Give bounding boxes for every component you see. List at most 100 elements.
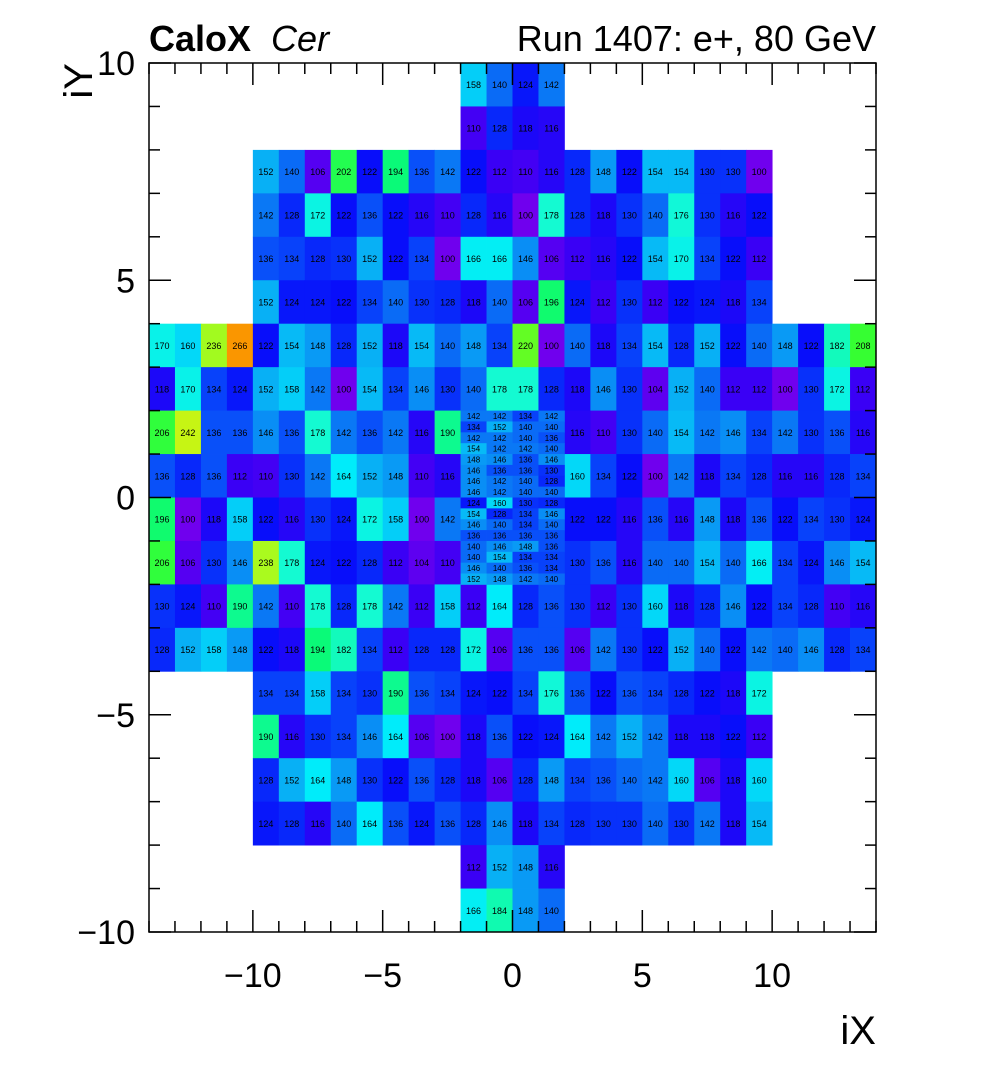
heatmap-cell <box>538 432 565 444</box>
cell-value-label: 196 <box>154 515 169 525</box>
heatmap-cell <box>149 540 176 585</box>
heatmap-cell <box>408 584 435 629</box>
heatmap-cell <box>252 801 280 846</box>
heatmap-cell <box>720 367 747 411</box>
cell-value-label: 142 <box>519 445 533 454</box>
heatmap-cell <box>642 758 669 803</box>
heatmap-cell <box>538 540 565 553</box>
cell-value-label: 130 <box>519 499 533 508</box>
heatmap-cell <box>538 845 565 889</box>
heatmap-cell <box>798 497 825 542</box>
heatmap-cell <box>616 193 643 238</box>
cell-value-label: 160 <box>180 341 195 351</box>
cell-value-label: 100 <box>440 254 455 264</box>
heatmap-cell <box>590 627 617 672</box>
cell-value-label: 128 <box>362 558 377 568</box>
cell-value-label: 116 <box>544 167 558 177</box>
cell-value-label: 146 <box>804 645 819 655</box>
heatmap-cell <box>564 584 591 629</box>
cell-value-label: 118 <box>596 341 610 351</box>
heatmap-cell <box>486 149 513 194</box>
heatmap-cell <box>382 410 410 455</box>
heatmap-cell <box>512 63 539 107</box>
heatmap-cell <box>408 367 435 411</box>
heatmap-cell <box>330 280 358 325</box>
cell-value-label: 146 <box>493 455 507 464</box>
cell-value-label: 146 <box>830 558 845 568</box>
cell-value-label: 118 <box>570 384 584 394</box>
heatmap-cell <box>486 540 513 553</box>
cell-value-label: 124 <box>180 602 195 612</box>
heatmap-cell <box>694 236 721 281</box>
cell-value-label: 122 <box>466 167 481 177</box>
cell-value-label: 140 <box>519 434 533 443</box>
cell-value-label: 140 <box>545 445 559 454</box>
heatmap-cell <box>694 410 721 455</box>
heatmap-cell <box>278 454 306 498</box>
cell-value-label: 134 <box>440 689 455 699</box>
cell-value-label: 134 <box>545 564 559 573</box>
cell-value-label: 130 <box>622 428 637 438</box>
heatmap-cell <box>460 486 487 498</box>
heatmap-cell <box>486 497 513 509</box>
heatmap-cell <box>564 758 591 803</box>
cell-value-label: 140 <box>648 558 663 568</box>
cell-value-label: 128 <box>674 689 689 699</box>
heatmap-cell <box>512 367 539 411</box>
cell-value-label: 128 <box>440 297 455 307</box>
heatmap-cell <box>486 573 513 585</box>
cell-value-label: 140 <box>674 558 689 568</box>
cell-value-label: 112 <box>466 862 480 872</box>
y-tick-label: −5 <box>96 697 135 735</box>
heatmap-cell <box>538 562 565 574</box>
heatmap-cell <box>616 540 643 585</box>
cell-value-label: 124 <box>232 384 247 394</box>
heatmap-cell <box>720 758 747 803</box>
heatmap-cell <box>330 627 358 672</box>
cell-value-label: 152 <box>674 384 689 394</box>
heatmap-cell <box>252 367 280 411</box>
heatmap-cell <box>538 584 565 629</box>
cell-value-label: 134 <box>492 341 507 351</box>
heatmap-cell <box>564 540 591 585</box>
cell-value-label: 130 <box>414 297 429 307</box>
cell-value-label: 148 <box>493 575 507 584</box>
cell-value-label: 146 <box>596 384 611 394</box>
cell-value-label: 122 <box>752 602 767 612</box>
cell-value-label: 266 <box>232 341 247 351</box>
cell-value-label: 148 <box>467 455 481 464</box>
cell-value-label: 148 <box>700 515 715 525</box>
cell-value-label: 140 <box>519 488 533 497</box>
cell-value-label: 146 <box>467 521 481 530</box>
heatmap-cell <box>746 323 773 368</box>
heatmap-cell <box>746 714 773 759</box>
heatmap-cell <box>694 193 721 238</box>
heatmap-cell <box>616 454 643 498</box>
heatmap-cell <box>382 671 410 716</box>
cell-value-label: 164 <box>492 602 507 612</box>
heatmap-cell <box>564 714 591 759</box>
heatmap-cell <box>330 714 358 759</box>
cell-value-label: 134 <box>752 428 767 438</box>
title-right: Run 1407: e+, 80 GeV <box>517 18 876 59</box>
heatmap-cell <box>720 323 747 368</box>
heatmap-cell <box>200 410 228 455</box>
heatmap-cell <box>278 584 306 629</box>
cell-value-label: 134 <box>362 645 377 655</box>
heatmap-cell <box>304 801 332 846</box>
cell-value-label: 122 <box>726 341 741 351</box>
x-tick-label: 5 <box>633 957 652 995</box>
heatmap-cell <box>304 497 332 542</box>
cell-value-label: 178 <box>362 602 377 612</box>
heatmap-cell <box>460 551 487 564</box>
heatmap-cell <box>200 584 228 629</box>
cell-value-label: 136 <box>545 542 559 551</box>
title-italic: Cer <box>271 18 331 59</box>
cell-value-label: 154 <box>467 510 481 519</box>
cell-value-label: 172 <box>466 645 481 655</box>
cell-value-label: 106 <box>492 645 507 655</box>
heatmap-cell <box>746 454 773 498</box>
cell-value-label: 122 <box>336 558 351 568</box>
cell-value-label: 130 <box>830 515 845 525</box>
cell-value-label: 136 <box>493 466 507 475</box>
